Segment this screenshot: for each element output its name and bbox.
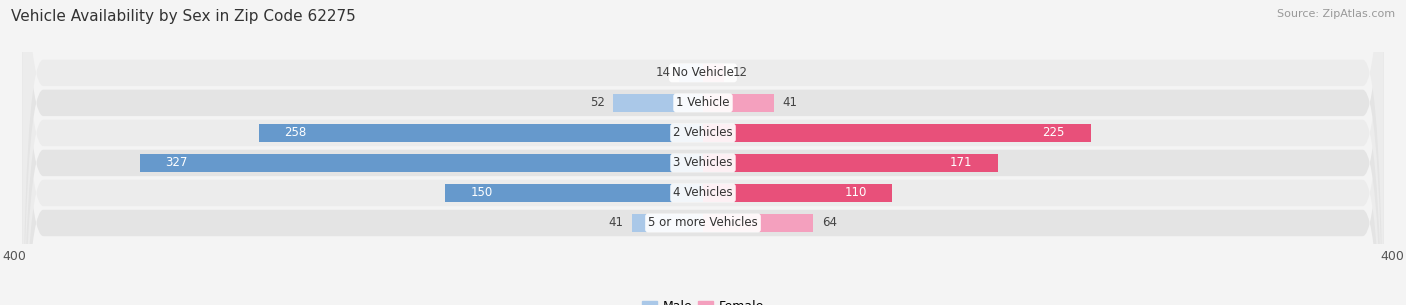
Bar bbox=[703, 154, 997, 172]
Bar bbox=[703, 63, 724, 82]
Text: 327: 327 bbox=[166, 156, 188, 170]
Text: 14: 14 bbox=[655, 66, 671, 79]
FancyBboxPatch shape bbox=[22, 0, 1384, 305]
Text: 110: 110 bbox=[844, 186, 866, 199]
Bar bbox=[679, 63, 703, 82]
Text: 150: 150 bbox=[471, 186, 492, 199]
Bar bbox=[703, 94, 773, 112]
FancyBboxPatch shape bbox=[22, 0, 1384, 305]
Bar bbox=[703, 214, 813, 232]
Text: 3 Vehicles: 3 Vehicles bbox=[673, 156, 733, 170]
Bar bbox=[633, 214, 703, 232]
Text: 52: 52 bbox=[591, 96, 605, 109]
Bar bbox=[139, 154, 703, 172]
FancyBboxPatch shape bbox=[22, 0, 1384, 305]
Text: Vehicle Availability by Sex in Zip Code 62275: Vehicle Availability by Sex in Zip Code … bbox=[11, 9, 356, 24]
Text: 1 Vehicle: 1 Vehicle bbox=[676, 96, 730, 109]
Text: 41: 41 bbox=[782, 96, 797, 109]
FancyBboxPatch shape bbox=[22, 0, 1384, 305]
Text: 171: 171 bbox=[949, 156, 972, 170]
Text: 2 Vehicles: 2 Vehicles bbox=[673, 126, 733, 139]
Bar bbox=[444, 184, 703, 202]
Text: 4 Vehicles: 4 Vehicles bbox=[673, 186, 733, 199]
Bar bbox=[703, 124, 1091, 142]
Text: 64: 64 bbox=[823, 217, 837, 229]
FancyBboxPatch shape bbox=[22, 0, 1384, 305]
Text: 41: 41 bbox=[609, 217, 624, 229]
Text: 258: 258 bbox=[284, 126, 307, 139]
Text: 5 or more Vehicles: 5 or more Vehicles bbox=[648, 217, 758, 229]
Text: 225: 225 bbox=[1042, 126, 1064, 139]
FancyBboxPatch shape bbox=[22, 0, 1384, 305]
Bar bbox=[613, 94, 703, 112]
Legend: Male, Female: Male, Female bbox=[637, 296, 769, 305]
Bar bbox=[259, 124, 703, 142]
Text: No Vehicle: No Vehicle bbox=[672, 66, 734, 79]
Text: Source: ZipAtlas.com: Source: ZipAtlas.com bbox=[1277, 9, 1395, 19]
Bar bbox=[703, 184, 893, 202]
Text: 12: 12 bbox=[733, 66, 747, 79]
